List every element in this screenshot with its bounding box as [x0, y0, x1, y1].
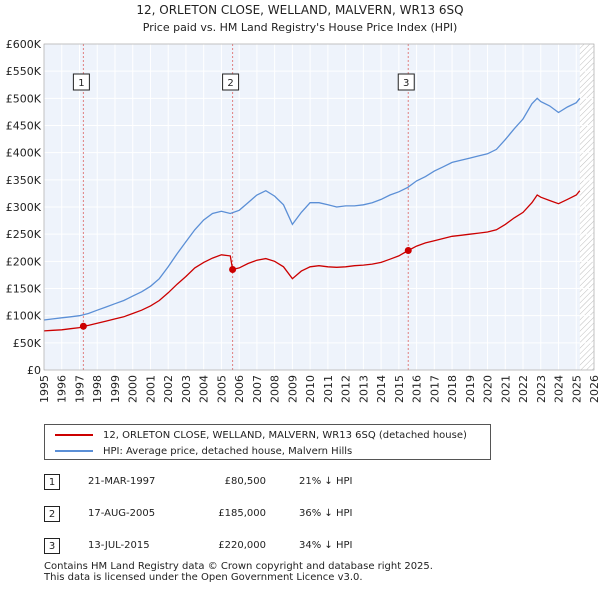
x-tick-label: 2008: [269, 375, 282, 403]
chart-title: 12, ORLETON CLOSE, WELLAND, MALVERN, WR1…: [136, 3, 463, 17]
x-tick-label: 2011: [322, 375, 335, 403]
sale-row-2: 2 17-AUG-2005 £185,000 36% ↓ HPI: [44, 504, 384, 524]
y-tick-label: £150K: [6, 283, 42, 296]
sale-point: [229, 265, 237, 273]
y-tick-label: £250K: [6, 228, 42, 241]
x-tick-label: 2025: [570, 375, 583, 403]
x-tick-label: 2004: [198, 375, 211, 403]
sale-date: 13-JUL-2015: [88, 540, 150, 551]
sale-box-number: 2: [227, 78, 233, 89]
legend-item-hpi: HPI: Average price, detached house, Malv…: [55, 443, 352, 459]
x-tick-label: 2000: [127, 375, 140, 403]
x-tick-label: 2017: [428, 375, 441, 403]
sale-hpi-diff: 36% ↓ HPI: [299, 508, 353, 519]
x-tick-label: 2010: [304, 375, 317, 403]
y-tick-label: £300K: [6, 201, 42, 214]
sale-date: 21-MAR-1997: [88, 476, 156, 487]
chart-subtitle: Price paid vs. HM Land Registry's House …: [143, 21, 458, 34]
sale-marker-box: 3: [44, 538, 60, 554]
x-tick-label: 1997: [73, 375, 86, 403]
x-tick-label: 2014: [375, 375, 388, 403]
sale-row-3: 3 13-JUL-2015 £220,000 34% ↓ HPI: [44, 536, 384, 556]
sale-point: [404, 246, 412, 254]
x-tick-label: 2026: [588, 375, 600, 403]
sale-box-number: 1: [78, 78, 84, 89]
x-tick-label: 2015: [393, 375, 406, 403]
x-tick-label: 2013: [357, 375, 370, 403]
x-tick-label: 2009: [286, 375, 299, 403]
footer-attribution: Contains HM Land Registry data © Crown c…: [44, 561, 433, 583]
y-tick-label: £0: [27, 364, 41, 377]
y-tick-label: £50K: [13, 337, 42, 350]
x-tick-label: 2024: [553, 375, 566, 403]
x-tick-label: 2006: [233, 375, 246, 403]
x-tick-label: 2023: [535, 375, 548, 403]
y-tick-label: £550K: [6, 65, 42, 78]
y-tick-label: £400K: [6, 147, 42, 160]
sale-hpi-diff: 21% ↓ HPI: [299, 476, 353, 487]
chart-legend: 12, ORLETON CLOSE, WELLAND, MALVERN, WR1…: [44, 424, 491, 460]
sale-point: [79, 322, 87, 330]
x-tick-label: 2005: [215, 375, 228, 403]
legend-swatch-property: [55, 434, 93, 436]
legend-swatch-hpi: [55, 450, 93, 452]
x-tick-label: 2019: [464, 375, 477, 403]
footer-line-1: Contains HM Land Registry data © Crown c…: [44, 561, 433, 572]
sale-marker-box: 2: [44, 506, 60, 522]
x-tick-label: 2001: [144, 375, 157, 403]
sale-price: £80,500: [224, 476, 266, 487]
x-tick-label: 2022: [517, 375, 530, 403]
legend-item-property: 12, ORLETON CLOSE, WELLAND, MALVERN, WR1…: [55, 427, 467, 443]
series-line: [43, 97, 581, 321]
y-tick-label: £350K: [6, 174, 42, 187]
sale-price: £185,000: [218, 508, 266, 519]
x-tick-label: 2020: [482, 375, 495, 403]
sale-box-number: 3: [403, 78, 409, 89]
x-tick-label: 1999: [109, 375, 122, 403]
y-tick-label: £100K: [6, 310, 42, 323]
sale-box-marker: [72, 73, 90, 91]
x-tick-label: 2021: [499, 375, 512, 403]
y-tick-label: £500K: [6, 92, 42, 105]
x-tick-label: 1995: [38, 375, 51, 403]
x-tick-label: 2003: [180, 375, 193, 403]
y-tick-label: £200K: [6, 255, 42, 268]
plot-frame: [43, 43, 595, 371]
x-tick-label: 2016: [411, 375, 424, 403]
price-chart: 12, ORLETON CLOSE, WELLAND, MALVERN, WR1…: [6, 3, 600, 403]
sale-price: £220,000: [218, 540, 266, 551]
legend-label-property: 12, ORLETON CLOSE, WELLAND, MALVERN, WR1…: [103, 429, 467, 441]
y-tick-label: £600K: [6, 38, 42, 51]
x-tick-label: 2012: [340, 375, 353, 403]
legend-label-hpi: HPI: Average price, detached house, Malv…: [103, 445, 353, 457]
x-tick-label: 2002: [162, 375, 175, 403]
y-tick-label: £450K: [6, 120, 42, 133]
x-tick-label: 2018: [446, 375, 459, 403]
sale-box-marker: [222, 73, 240, 91]
footer-line-2: This data is licensed under the Open Gov…: [44, 572, 363, 583]
sale-marker-box: 1: [44, 474, 60, 490]
sale-hpi-diff: 34% ↓ HPI: [299, 540, 353, 551]
series-line: [43, 190, 581, 332]
x-tick-label: 1996: [56, 375, 69, 403]
sale-row-1: 1 21-MAR-1997 £80,500 21% ↓ HPI: [44, 472, 384, 492]
x-tick-label: 2007: [251, 375, 264, 403]
sale-box-marker: [397, 73, 415, 91]
x-tick-label: 1998: [91, 375, 104, 403]
sale-date: 17-AUG-2005: [88, 508, 156, 519]
